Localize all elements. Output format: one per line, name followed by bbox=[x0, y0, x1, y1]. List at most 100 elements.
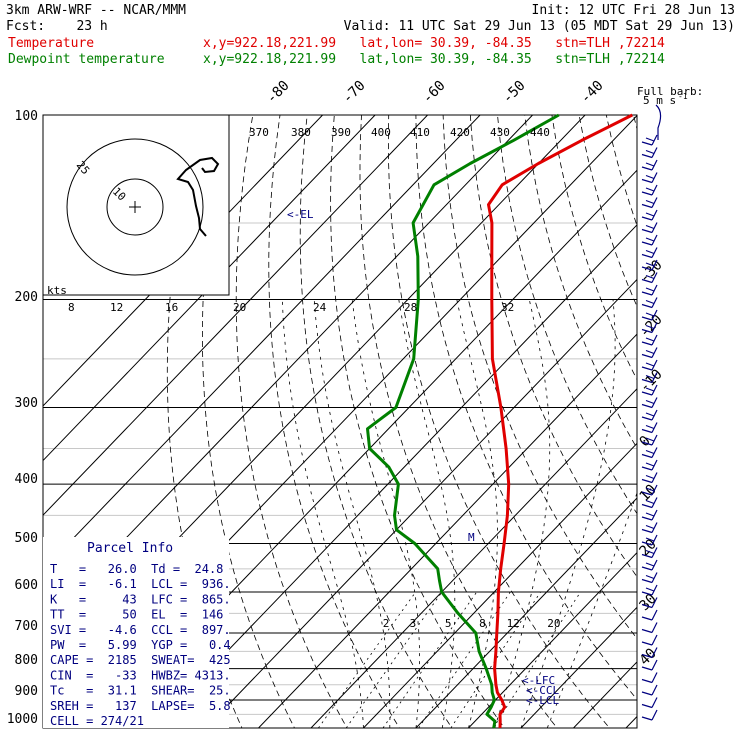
wind-barb bbox=[641, 534, 658, 546]
parcel-info-row: LI = -6.1 LCL = 936. bbox=[50, 577, 231, 591]
parcel-info-row: CAPE = 2185 SWEAT= 425 bbox=[50, 653, 231, 667]
isotherm-line bbox=[363, 442, 637, 728]
wind-barb bbox=[641, 297, 658, 309]
speed-tick-16: 16 bbox=[165, 301, 178, 314]
wind-barb-staff bbox=[651, 197, 658, 208]
wind-barb bbox=[641, 359, 658, 371]
wind-barb bbox=[641, 309, 658, 321]
wind-barb-flag bbox=[641, 566, 653, 571]
wind-barb-flag bbox=[645, 187, 655, 192]
speed-tick-24: 24 bbox=[313, 301, 327, 314]
moist-adiabat bbox=[494, 299, 551, 728]
wind-barb-flag bbox=[645, 399, 655, 405]
wind-barb-staff bbox=[651, 159, 658, 171]
wind-barb bbox=[641, 209, 658, 221]
wind-barb-staff bbox=[651, 634, 658, 646]
wind-barb-flag bbox=[641, 666, 653, 671]
wind-barb bbox=[641, 234, 658, 246]
model-title: 3km ARW-WRF -- NCAR/MMM bbox=[6, 3, 186, 18]
wind-barb bbox=[641, 322, 658, 334]
pressure-label-1000: 1000 bbox=[7, 712, 38, 727]
pressure-label-900: 900 bbox=[15, 684, 38, 699]
wind-barb-flag bbox=[641, 353, 653, 359]
wind-barb-staff bbox=[651, 134, 658, 146]
wind-barb-flag bbox=[641, 216, 653, 221]
parcel-info-row: CELL = 274/21 bbox=[50, 714, 144, 728]
wind-barb bbox=[641, 347, 658, 359]
isotherm-line bbox=[520, 606, 637, 728]
wind-barb-flag bbox=[641, 153, 653, 159]
wind-barb bbox=[641, 634, 658, 646]
pressure-label-400: 400 bbox=[15, 472, 38, 487]
theta-label-430: 430 bbox=[490, 126, 510, 139]
temperature-location: x,y=922.18,221.99 lat,lon= 30.39, -84.35… bbox=[203, 36, 665, 51]
wind-barb bbox=[641, 472, 658, 484]
wind-barb-flag bbox=[641, 603, 653, 609]
wind-barb-flag bbox=[641, 628, 653, 634]
pressure-label-500: 500 bbox=[15, 531, 38, 546]
wind-barb bbox=[641, 447, 658, 459]
isotherm-line bbox=[625, 715, 637, 728]
temperature-profile bbox=[487, 113, 633, 729]
wind-barb-flag bbox=[641, 341, 653, 346]
wind-barb-staff bbox=[651, 572, 658, 583]
wind-barb-flag bbox=[645, 374, 655, 380]
wind-barb-flag bbox=[645, 174, 655, 180]
wind-barb bbox=[641, 172, 658, 184]
wind-barb-flag bbox=[645, 574, 655, 580]
wind-barb bbox=[641, 597, 658, 609]
mixing-ratio-label-2: 2 bbox=[383, 617, 390, 630]
wind-barb-flag bbox=[645, 549, 655, 555]
wind-barb-flag bbox=[645, 299, 655, 305]
wind-barb bbox=[641, 397, 658, 409]
theta-label-380: 380 bbox=[291, 126, 311, 139]
hodograph-ring-25 bbox=[66, 138, 204, 276]
wind-barb-flag bbox=[645, 137, 655, 142]
init-time: Init: 12 UTC Fri 28 Jun 13 bbox=[532, 3, 736, 18]
wind-barb bbox=[641, 259, 658, 271]
hodograph-speed-unit: kts bbox=[47, 284, 67, 297]
parcel-info-title: Parcel Info bbox=[87, 541, 173, 556]
dry-adiabat bbox=[497, 115, 637, 515]
wind-barb-flag bbox=[641, 641, 653, 646]
isotherm-line bbox=[205, 278, 637, 728]
wind-barb-staff bbox=[651, 172, 658, 183]
wind-barb-staff bbox=[651, 259, 658, 271]
wind-barb-flag bbox=[641, 428, 653, 434]
wind-barb-flag bbox=[645, 349, 655, 355]
marker-500: M bbox=[468, 531, 475, 544]
wind-barb bbox=[641, 622, 658, 634]
wind-barb-flag bbox=[641, 541, 653, 546]
dry-adiabat bbox=[235, 115, 348, 728]
dry-adiabat bbox=[605, 115, 637, 227]
mixing-ratio-label-12: 12 bbox=[507, 617, 520, 630]
wind-barb-flag bbox=[645, 324, 655, 330]
theta-label-370: 370 bbox=[249, 126, 269, 139]
wind-barb-flag bbox=[645, 424, 655, 430]
wind-barb-flag bbox=[641, 616, 653, 621]
wind-barb-flag bbox=[641, 166, 653, 171]
wind-barb-staff bbox=[651, 297, 658, 308]
wind-barb-staff bbox=[651, 284, 658, 296]
wind-barb-flag bbox=[645, 537, 655, 542]
sounding-profiles bbox=[366, 113, 633, 729]
moist-adiabat bbox=[281, 299, 364, 728]
wind-barb-staff bbox=[651, 397, 658, 408]
dry-adiabat bbox=[661, 115, 740, 740]
wind-barb-staff bbox=[651, 334, 658, 346]
mixing-ratio-label-3: 3 bbox=[410, 617, 417, 630]
theta-label-400: 400 bbox=[371, 126, 391, 139]
isotherm-line bbox=[310, 388, 637, 728]
parcel-info-row: CIN = -33 HWBZ= 4313. bbox=[50, 668, 231, 682]
wind-barb-staff bbox=[651, 684, 658, 696]
wind-barb-flag bbox=[641, 178, 653, 184]
wind-barb-flag bbox=[641, 203, 653, 209]
wind-barb bbox=[641, 459, 658, 471]
dry-adiabat bbox=[524, 115, 637, 449]
isotherm-label--40: -40 bbox=[578, 78, 607, 107]
wind-barb-staff bbox=[651, 247, 658, 258]
dry-adiabat bbox=[330, 115, 505, 728]
wind-barb-staff bbox=[651, 647, 658, 658]
wind-barb-flag bbox=[645, 474, 655, 480]
wind-barb-flag bbox=[645, 162, 655, 167]
